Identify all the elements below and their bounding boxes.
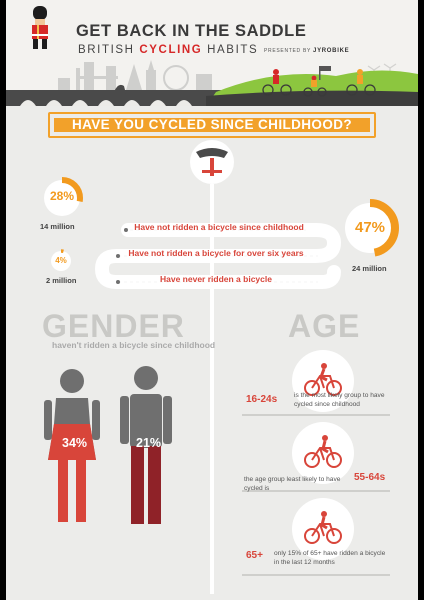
label-over-six-years: Have not ridden a bicycle for over six y… [128, 248, 304, 258]
central-road-illustration [94, 140, 342, 594]
stat-percent-47: 47% [354, 219, 386, 236]
age-heading: AGE [288, 308, 361, 344]
subtitle-part1: BRITISH [78, 44, 135, 56]
gender-heading: GENDER [42, 308, 185, 344]
label-never-ridden: Have never ridden a bicycle [160, 274, 272, 284]
age-circle-16-24 [292, 350, 354, 412]
stat-percent-28: 28% [49, 189, 75, 203]
donut-47-percent [341, 199, 399, 257]
stat-millions-2: 2 million [46, 276, 77, 285]
female-percent: 34% [62, 436, 88, 450]
header: GET BACK IN THE SADDLE BRITISH CYCLING H… [6, 0, 418, 106]
subtitle-highlight: CYCLING [139, 44, 203, 56]
age-group-55-64: 55-64s [354, 472, 386, 483]
infographic-page: GET BACK IN THE SADDLE BRITISH CYCLING H… [6, 0, 418, 600]
stat-percent-4: 4% [55, 256, 67, 265]
question-text: HAVE YOU CYCLED SINCE CHILDHOOD? [71, 117, 353, 132]
age-circle-65-plus [292, 498, 354, 560]
cyclist-icon [304, 511, 342, 544]
label-not-since-childhood: Have not ridden a bicycle since childhoo… [134, 222, 304, 232]
royal-guard-icon [32, 6, 48, 49]
donut-28-percent [41, 177, 83, 219]
male-percent: 21% [136, 436, 162, 450]
brand-name: JYROBIKE [313, 48, 350, 54]
stat-millions-24: 24 million [352, 264, 387, 273]
gender-subtitle: haven't ridden a bicycle since childhood [52, 340, 216, 350]
cyclists-illustration [262, 84, 376, 97]
question-banner: HAVE YOU CYCLED SINCE CHILDHOOD? [48, 112, 376, 138]
age-group-65-plus: 65+ [246, 550, 263, 561]
presented-by: PRESENTED BY JYROBIKE [264, 48, 349, 54]
donut-4-percent [49, 249, 73, 273]
gender-figures [44, 366, 172, 524]
cyclist-icon [304, 363, 342, 396]
presented-by-text: PRESENTED BY [264, 48, 311, 54]
age-circle-55-64 [292, 422, 354, 484]
page-subtitle: BRITISH CYCLING HABITS [78, 44, 258, 56]
female-figure-icon [44, 369, 100, 522]
subtitle-part2: HABITS [207, 44, 259, 56]
stat-millions-14: 14 million [40, 222, 75, 231]
london-skyline-illustration [6, 60, 418, 106]
page-title: GET BACK IN THE SADDLE [76, 22, 307, 40]
cyclist-icon [304, 435, 342, 468]
male-figure-icon [120, 366, 172, 524]
age-group-16-24: 16-24s [246, 394, 278, 405]
